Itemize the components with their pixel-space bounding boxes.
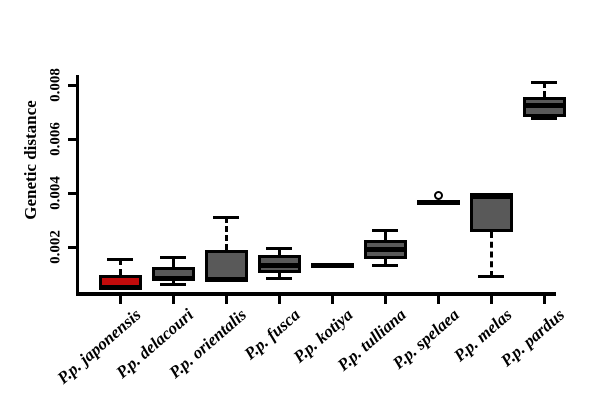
x-tick-mark [436,296,440,304]
upper-whisker [118,259,122,276]
y-axis-title: Genetic distance [21,100,40,220]
x-tick-mark [224,296,228,304]
lower-whisker-cap [160,283,186,287]
y-tick-mark [68,245,76,249]
upper-whisker-cap [160,256,186,260]
median-line [416,200,460,206]
x-tick-mark [383,296,387,304]
median-line [151,275,195,281]
lower-whisker-cap [478,275,504,279]
y-tick-mark [68,137,76,141]
lower-whisker-cap [531,117,557,121]
y-tick-label: 0.006 [47,122,64,156]
lower-whisker [489,232,493,277]
median-line [363,247,407,253]
lower-whisker [277,272,281,279]
x-tick-mark [171,296,175,304]
box-rect [469,195,513,233]
x-tick-mark [277,296,281,304]
lower-whisker [171,279,175,285]
y-tick-label: 0.002 [47,230,64,264]
median-line [310,262,354,268]
median-line [522,102,566,108]
lower-whisker [383,259,387,266]
upper-whisker-cap [531,80,557,84]
x-tick-mark [330,296,334,304]
y-tick-mark [68,191,76,195]
upper-whisker-cap [266,246,292,250]
lower-whisker-cap [372,264,398,268]
upper-whisker [171,257,175,268]
upper-whisker [542,82,546,98]
x-tick-mark [118,296,122,304]
upper-whisker [277,248,281,256]
median-line [204,277,248,283]
median-line [98,285,142,290]
upper-whisker [383,230,387,241]
median-line [469,193,513,199]
lower-whisker-cap [266,276,292,280]
y-tick-label: 0.004 [47,176,64,210]
median-line [257,263,301,269]
y-tick-mark [68,83,76,87]
upper-whisker [224,217,228,250]
upper-whisker-cap [372,229,398,233]
y-tick-label: 0.008 [47,68,64,102]
x-tick-mark [489,296,493,304]
x-axis-line [76,292,556,296]
upper-whisker-cap [107,257,133,261]
upper-whisker-cap [213,215,239,219]
y-axis-line [76,75,79,296]
outlier-point [433,191,443,201]
x-tick-mark [542,296,546,304]
